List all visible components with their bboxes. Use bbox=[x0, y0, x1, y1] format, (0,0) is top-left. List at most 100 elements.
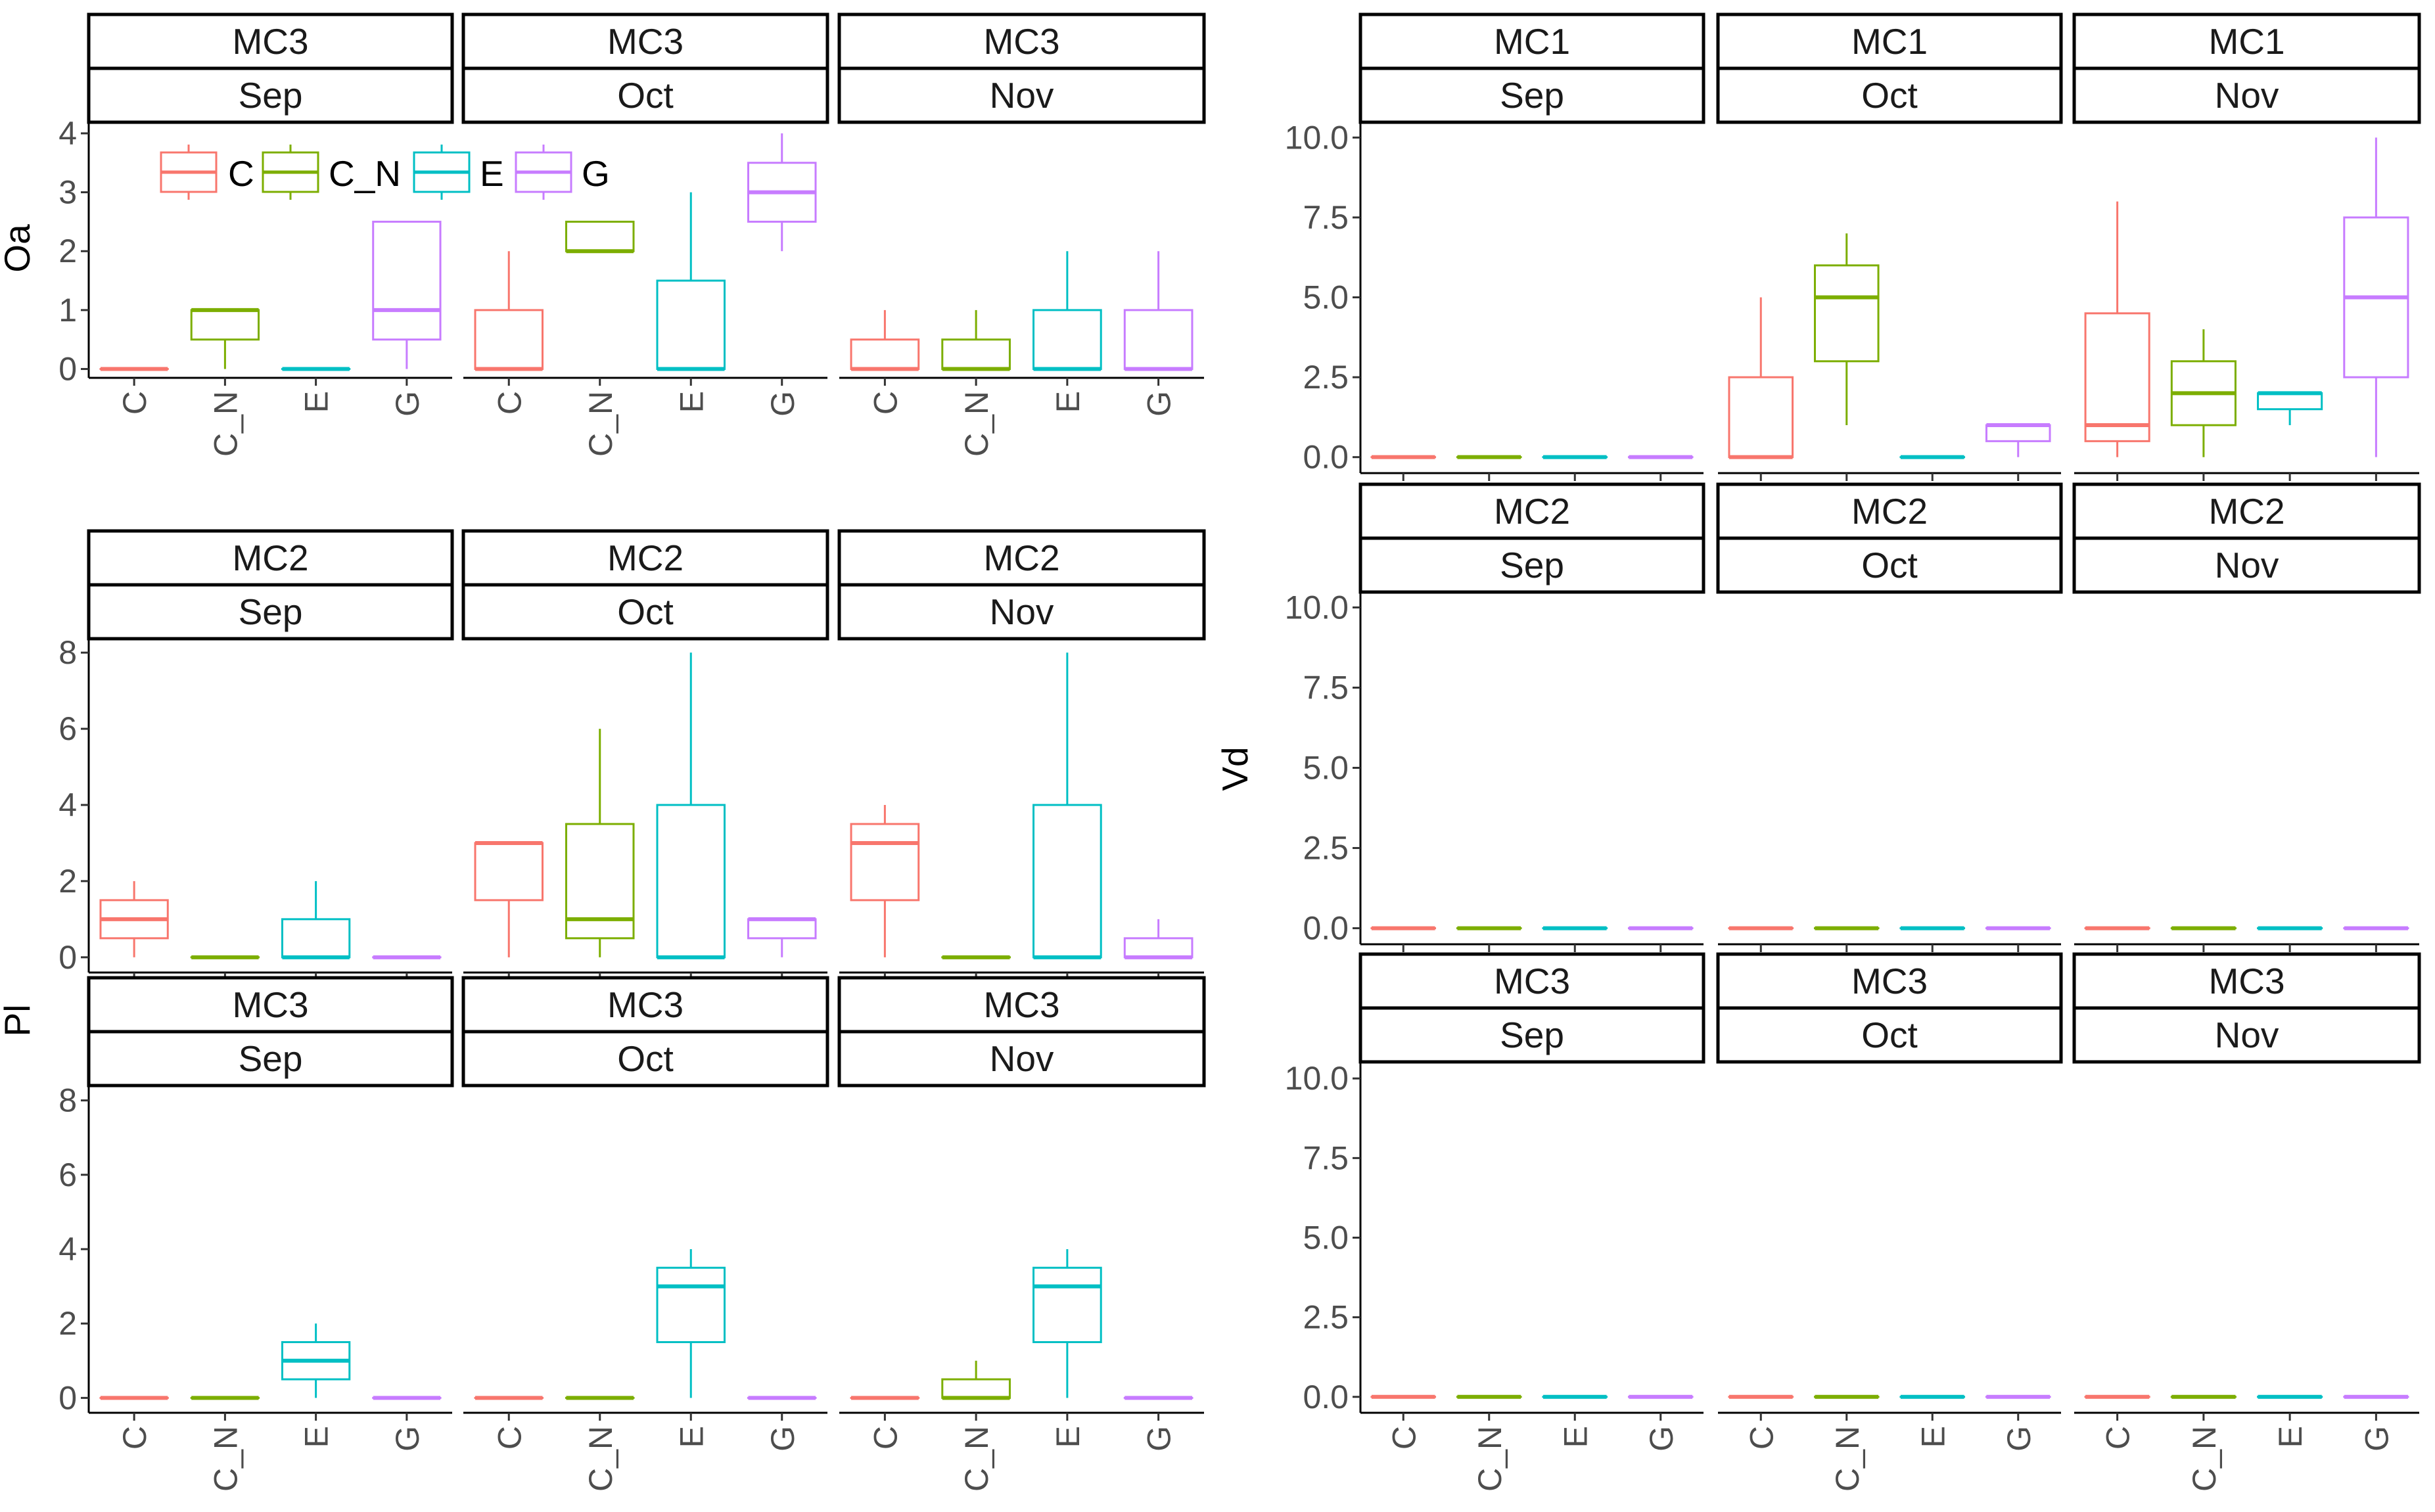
x-tick-label: C bbox=[116, 1426, 153, 1450]
box-c bbox=[2084, 201, 2150, 457]
facet-strip-bottom-label: Nov bbox=[2215, 75, 2279, 116]
box-iqr bbox=[474, 309, 544, 371]
facet-strip-top bbox=[1358, 482, 1705, 540]
x-tick-label: G bbox=[389, 391, 426, 417]
facet-panel: MC2 Sep 0.0 2.5 5.0 7.5 10.0 bbox=[1285, 482, 1705, 952]
facet-strip-bottom bbox=[837, 583, 1206, 641]
facet-strip-bottom bbox=[1716, 536, 2063, 594]
box-iqr bbox=[1032, 1266, 1102, 1343]
x-tick-label: E bbox=[1050, 391, 1086, 413]
box-iqr bbox=[941, 338, 1011, 371]
box-g bbox=[1123, 251, 1194, 371]
x-tick-label: G bbox=[1141, 391, 1178, 417]
box-iqr bbox=[656, 279, 726, 371]
facet-strip-bottom bbox=[87, 583, 454, 641]
facet-strip-bottom bbox=[1716, 66, 2063, 124]
facet-strip-bottom bbox=[1716, 1006, 2063, 1064]
facet-strip-top bbox=[1716, 482, 2063, 540]
box-iqr bbox=[850, 823, 920, 902]
facet-strip-bottom-label: Oct bbox=[1861, 545, 1918, 585]
box-iqr bbox=[1813, 264, 1880, 363]
box-iqr bbox=[1123, 937, 1194, 959]
box-g bbox=[1985, 423, 2051, 457]
x-tick-label: C_N bbox=[207, 391, 244, 457]
box-c bbox=[474, 840, 544, 957]
y-tick-label: 0 bbox=[58, 351, 77, 388]
facet-strip-top-label: MC3 bbox=[232, 984, 308, 1025]
facet-panel: MC3 Oct C C_N E G bbox=[461, 976, 829, 1492]
box-e bbox=[281, 881, 351, 959]
facet-panel: MC3 Sep C C_N E G 0.0 2.5 5.0 7.5 10.0 bbox=[1285, 952, 1705, 1492]
facet-strip-top bbox=[461, 12, 829, 70]
facet-panel: MC3 Oct C C_N E G bbox=[1716, 952, 2063, 1492]
y-tick-label: 6 bbox=[58, 710, 77, 747]
facet-panel: MC3 Nov C C_N E G bbox=[837, 12, 1206, 457]
x-tick-label: C bbox=[491, 391, 528, 415]
y-tick-label: 8 bbox=[58, 634, 77, 671]
legend: C C_N E G bbox=[160, 145, 610, 200]
box-e bbox=[656, 653, 726, 959]
y-tick-label: 2.5 bbox=[1303, 830, 1349, 867]
facet-panel: MC2 Nov bbox=[837, 529, 1206, 980]
facet-strip-top-label: MC3 bbox=[607, 21, 684, 62]
box-iqr bbox=[474, 842, 544, 902]
facet-panel: MC2 Sep 0 2 4 6 8 bbox=[58, 529, 454, 980]
legend-key-c-n bbox=[262, 145, 319, 200]
x-tick-label: G bbox=[389, 1426, 426, 1452]
y-tick-label: 0.0 bbox=[1303, 439, 1349, 476]
y-tick-label: 7.5 bbox=[1303, 1139, 1349, 1176]
facet-panel: MC3 Nov C C_N E G bbox=[837, 976, 1206, 1492]
facet-panel: MC1 Oct bbox=[1716, 12, 2063, 481]
facet-panel: MC3 Nov C C_N E G bbox=[2072, 952, 2421, 1492]
y-tick-label: 2.5 bbox=[1303, 1299, 1349, 1336]
box-e bbox=[1032, 653, 1102, 959]
facet-strip-bottom-label: Oct bbox=[617, 75, 674, 116]
x-tick-label: E bbox=[298, 391, 335, 413]
box-g bbox=[747, 917, 817, 957]
box-g bbox=[372, 220, 442, 369]
figure-pl: Pl MC2 Sep 0 2 4 6 8 MC2 Oct MC2 Nov MC3 Sep C C_N E G 0 2 4… bbox=[0, 529, 1206, 1492]
box-iqr bbox=[1032, 309, 1102, 371]
facet-strip-bottom-label: Nov bbox=[990, 75, 1054, 116]
box-c-n bbox=[941, 309, 1011, 371]
facet-strip-top-label: MC3 bbox=[983, 984, 1059, 1025]
facet-panel: MC3 Oct C C_N E G bbox=[461, 12, 829, 457]
x-tick-label: C_N bbox=[958, 1426, 995, 1492]
box-c-n bbox=[565, 729, 635, 957]
y-tick-label: 7.5 bbox=[1303, 199, 1349, 236]
x-tick-label: C bbox=[867, 391, 904, 415]
box-iqr bbox=[1728, 376, 1794, 459]
facet-strip-top-label: MC2 bbox=[1851, 491, 1928, 532]
facet-strip-top-label: MC2 bbox=[607, 538, 684, 578]
facet-strip-top-label: MC1 bbox=[2208, 21, 2284, 62]
box-iqr bbox=[1032, 804, 1102, 959]
facet-strip-bottom-label: Sep bbox=[239, 75, 303, 116]
facet-strip-bottom bbox=[1358, 1006, 1705, 1064]
box-iqr bbox=[656, 1266, 726, 1343]
box-iqr bbox=[1985, 424, 2051, 442]
x-tick-label: C bbox=[1385, 1426, 1422, 1450]
y-tick-label: 4 bbox=[58, 115, 77, 152]
box-c-n bbox=[941, 1360, 1011, 1400]
facet-strip-top bbox=[1358, 952, 1705, 1010]
x-tick-label: G bbox=[1141, 1426, 1178, 1452]
box-g bbox=[1123, 919, 1194, 959]
x-tick-label: C_N bbox=[2186, 1426, 2223, 1492]
facet-panel: MC3 Sep C C_N E G 0 2 4 6 8 bbox=[58, 976, 454, 1492]
facet-strip-bottom bbox=[837, 66, 1206, 124]
legend-label: C_N bbox=[329, 153, 401, 194]
x-tick-label: C bbox=[1743, 1426, 1780, 1450]
box-iqr bbox=[190, 309, 260, 341]
facet-strip-bottom-label: Sep bbox=[1500, 545, 1564, 585]
facet-strip-top bbox=[2072, 952, 2421, 1010]
y-tick-label: 2 bbox=[58, 863, 77, 900]
box-iqr bbox=[565, 220, 635, 252]
box-iqr bbox=[372, 220, 442, 341]
y-tick-label: 3 bbox=[58, 174, 77, 211]
facet-strip-bottom-label: Nov bbox=[990, 591, 1054, 632]
facet-strip-bottom bbox=[87, 1030, 454, 1088]
facet-panel: MC3 Sep C C_N E G 0 1 2 3 4 bbox=[58, 12, 454, 457]
facet-strip-top-label: MC3 bbox=[983, 21, 1059, 62]
facet-strip-bottom-label: Sep bbox=[1500, 75, 1564, 116]
facet-strip-top bbox=[87, 529, 454, 587]
